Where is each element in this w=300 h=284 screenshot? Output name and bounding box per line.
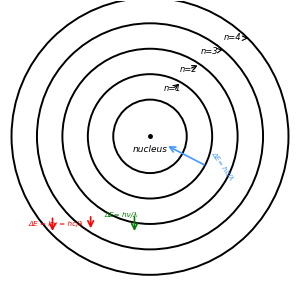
Text: n=1: n=1: [163, 84, 181, 93]
Text: ΔE= hν/λ: ΔE= hν/λ: [105, 212, 138, 218]
Text: ΔE= hc/λ: ΔE= hc/λ: [211, 151, 235, 181]
Text: n=3: n=3: [200, 47, 221, 56]
Text: nucleus: nucleus: [133, 145, 167, 154]
Text: n=4: n=4: [224, 33, 247, 42]
Text: n=2: n=2: [180, 64, 198, 74]
Text: ΔE = hν = hc/λ: ΔE = hν = hc/λ: [28, 221, 83, 227]
